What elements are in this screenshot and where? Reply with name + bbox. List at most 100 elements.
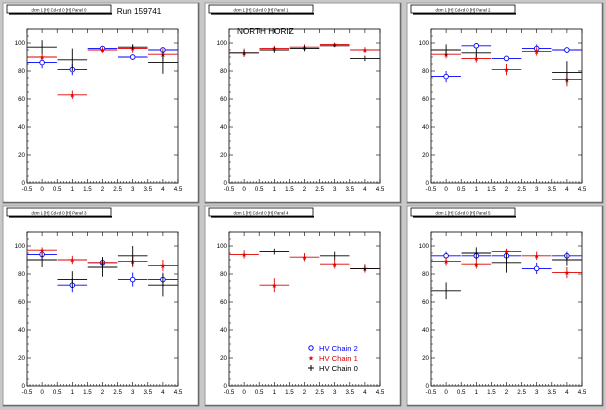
y-tick-label: 80 (220, 68, 227, 75)
data-point: ★ (461, 260, 492, 269)
x-tick-label: 4 (161, 389, 165, 396)
series-hv-chain-0 (27, 246, 178, 297)
data-point: ★ (350, 47, 380, 55)
data-point (521, 262, 552, 274)
x-tick-label: 1 (475, 186, 479, 193)
data-point: ★ (87, 47, 118, 55)
data-point (117, 54, 148, 60)
x-tick-label: 0 (444, 389, 448, 396)
x-tick-label: 1 (475, 389, 479, 396)
y-tick-label: 40 (422, 327, 429, 334)
data-point (461, 247, 492, 259)
y-tick-label: 100 (419, 243, 430, 250)
y-tick-label: 0 (426, 180, 430, 187)
y-tick-label: 20 (220, 152, 227, 159)
title-box: dcm 1 [H] Cd-rd 0 [H] Panel 0 (6, 4, 112, 15)
chart-panel-2: dcm 1 [H] Cd-rd 0 [H] Panel 2-0.5 0 0.5 1 1.… (406, 2, 604, 204)
title-box: dcm 1 [H] Cd-rd 0 [H] Panel 2 (410, 4, 516, 15)
legend-entry: HV Chain 2 (308, 344, 358, 353)
x-tick-label: 0.5 (457, 389, 466, 396)
legend-entry: ★ HV Chain 1 (308, 354, 358, 363)
marker-star: ★ (443, 258, 449, 266)
pad-background (406, 2, 604, 204)
data-point (148, 274, 178, 297)
x-tick-label: 3.5 (547, 389, 556, 396)
x-tick-label: 0 (444, 186, 448, 193)
y-tick-label: 80 (422, 271, 429, 278)
x-tick-label: 3 (535, 186, 539, 193)
x-tick-label: 0.5 (255, 186, 264, 193)
data-point: ★ (431, 257, 461, 266)
legend-label: HV Chain 0 (319, 364, 358, 373)
marker-star: ★ (39, 54, 45, 62)
x-tick-label: 0 (242, 389, 246, 396)
title-box-shadow (211, 13, 314, 15)
x-tick-label: 0.5 (457, 186, 466, 193)
data-point (148, 51, 178, 74)
marker-star: ★ (271, 282, 277, 290)
data-point: ★ (259, 278, 290, 293)
x-tick-label: 0.5 (53, 389, 62, 396)
marker-circle (39, 59, 45, 66)
marker-star: ★ (503, 248, 509, 256)
x-tick-label: 1 (273, 389, 277, 396)
data-point: ★ (289, 253, 320, 262)
pad-background (204, 205, 402, 407)
data-point (431, 44, 461, 56)
marker-circle (473, 43, 480, 49)
x-tick-label: 2.5 (517, 186, 526, 193)
x-tick-label: 1.5 (487, 389, 496, 396)
x-tick-label: 2.5 (315, 186, 324, 193)
x-tick-label: 2 (505, 186, 509, 193)
y-tick-label: 0 (426, 383, 430, 390)
x-tick-label: 2 (101, 186, 105, 193)
x-tick-label: -0.5 (426, 186, 437, 193)
marker-circle (443, 73, 449, 80)
y-tick-label: 20 (18, 355, 25, 362)
x-tick-label: -0.5 (224, 389, 235, 396)
marker-circle (564, 47, 570, 53)
y-tick-label: 60 (220, 299, 227, 306)
y-tick-label: 40 (220, 124, 227, 131)
data-point (319, 251, 350, 260)
x-tick-label: 0 (242, 186, 246, 193)
title-box: dcm 1 [H] Cd-rd 0 [H] Panel 4 (208, 207, 314, 218)
data-point (27, 253, 57, 267)
data-point (491, 55, 522, 62)
x-tick-label: 3 (131, 186, 135, 193)
x-tick-label: 4.5 (174, 389, 183, 396)
x-tick-label: 0 (40, 389, 44, 396)
x-tick-label: 3.5 (547, 186, 556, 193)
x-tick-label: 1.5 (487, 186, 496, 193)
chart-panel-1: dcm 1 [H] Cd-rd 0 [H] Panel 1-0.5 0 0.5 1 1.… (204, 2, 402, 204)
chart-title: dcm 1 [H] Cd-rd 0 [H] Panel 4 (234, 210, 290, 215)
data-point (461, 48, 492, 57)
y-tick-label: 80 (422, 68, 429, 75)
x-tick-label: 0.5 (255, 389, 264, 396)
y-tick-label: 80 (18, 68, 25, 75)
chart-panel-5: dcm 1 [H] Cd-rd 0 [H] Panel 5-0.5 0 0.5 1 1.… (406, 205, 604, 407)
data-point (259, 248, 290, 255)
chart-panel-4: dcm 1 [H] Cd-rd 0 [H] Panel 4-0.5 0 0.5 1 1.… (204, 205, 402, 407)
data-point (259, 47, 290, 53)
x-tick-label: 1.5 (83, 186, 92, 193)
x-tick-label: -0.5 (224, 186, 235, 193)
x-tick-label: 4.5 (578, 186, 587, 193)
series-hv-chain-1: ★ ★ ★ ★ ★ (431, 248, 582, 279)
y-tick-label: 0 (224, 180, 228, 187)
x-tick-label: 4 (363, 389, 367, 396)
marker-star: ★ (473, 261, 479, 269)
x-tick-label: 0 (40, 186, 44, 193)
y-tick-label: 0 (224, 383, 228, 390)
marker-star: ★ (301, 254, 307, 262)
data-point (117, 272, 148, 287)
marker-star: ★ (69, 257, 75, 265)
legend-label: HV Chain 2 (319, 344, 358, 353)
y-tick-label: 0 (22, 180, 26, 187)
marker-star: ★ (39, 247, 45, 255)
y-tick-label: 60 (422, 96, 429, 103)
marker-star: ★ (241, 251, 247, 259)
marker-star: ★ (503, 66, 509, 74)
x-tick-label: 1.5 (285, 389, 294, 396)
